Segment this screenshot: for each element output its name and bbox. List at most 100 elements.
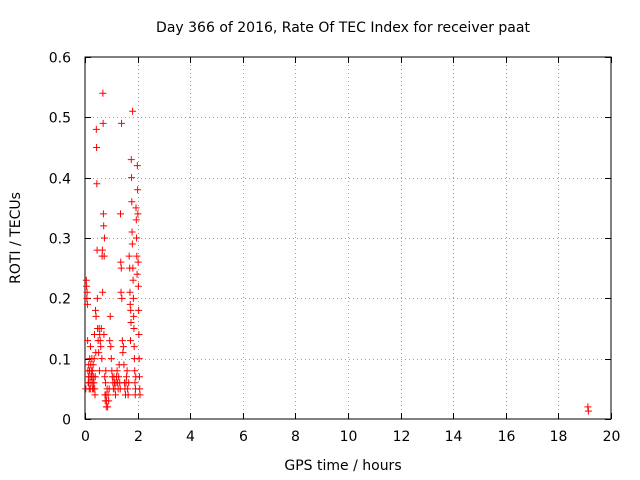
data-point: [128, 198, 136, 206]
data-point: [98, 246, 106, 254]
y-tick-label: 0.5: [49, 111, 71, 127]
data-point: [119, 349, 127, 357]
data-point: [87, 343, 95, 351]
chart-title: Day 366 of 2016, Rate Of TEC Index for r…: [156, 20, 530, 36]
y-tick-label: 0: [62, 413, 71, 429]
data-point: [99, 89, 107, 97]
data-point: [99, 119, 107, 127]
data-point: [100, 331, 108, 339]
data-point: [91, 385, 99, 393]
axis-ticks: [85, 57, 612, 420]
data-point: [130, 343, 138, 351]
y-tick-label: 0.3: [49, 232, 71, 248]
data-point: [106, 337, 114, 345]
data-point: [107, 343, 115, 351]
data-point: [89, 367, 97, 375]
data-point: [133, 162, 141, 170]
x-tick-label: 20: [603, 429, 621, 445]
data-point: [97, 343, 105, 351]
data-point: [117, 288, 125, 296]
x-tick-label: 2: [134, 429, 143, 445]
data-points: [82, 89, 592, 415]
data-point: [99, 210, 107, 218]
data-point: [83, 300, 91, 308]
x-tick-label: 6: [239, 429, 248, 445]
data-point: [98, 355, 106, 363]
x-tick-labels: 0 2 4 6 8 10 12 14 16 18 20: [81, 429, 620, 445]
data-point: [83, 282, 91, 290]
data-point: [128, 228, 136, 236]
data-point: [84, 337, 92, 345]
data-point: [132, 216, 140, 224]
data-point: [123, 367, 131, 375]
data-point: [100, 234, 108, 242]
data-point: [112, 391, 120, 399]
data-point: [126, 337, 134, 345]
data-point: [105, 397, 113, 405]
data-point: [130, 325, 138, 332]
data-point: [100, 222, 108, 230]
data-point: [129, 294, 137, 302]
data-point: [91, 373, 99, 381]
data-point: [93, 144, 101, 151]
data-point: [97, 325, 105, 332]
y-tick-label: 0.2: [49, 292, 71, 308]
data-point: [123, 373, 131, 381]
data-point: [107, 355, 115, 363]
grid-lines: [85, 57, 611, 419]
data-point: [118, 294, 126, 302]
data-point: [104, 391, 112, 399]
data-point: [126, 300, 134, 308]
data-point: [93, 294, 101, 302]
data-point: [82, 276, 90, 284]
data-point: [117, 264, 125, 272]
data-point: [132, 204, 140, 212]
data-point: [125, 252, 133, 260]
y-tick-label: 0.6: [49, 51, 71, 67]
data-point: [134, 258, 142, 266]
x-tick-label: 0: [81, 429, 90, 445]
data-point: [113, 367, 121, 375]
data-point: [133, 252, 141, 260]
data-point: [115, 373, 123, 381]
data-point: [129, 264, 137, 272]
data-point: [92, 312, 100, 320]
data-point: [133, 270, 141, 278]
data-point: [117, 258, 125, 266]
x-tick-label: 4: [186, 429, 195, 445]
data-point: [92, 125, 100, 133]
data-point: [131, 367, 139, 375]
x-tick-label: 16: [498, 429, 516, 445]
data-point: [90, 379, 98, 387]
data-point: [584, 407, 592, 415]
data-point: [102, 367, 110, 375]
data-point: [124, 391, 132, 399]
data-point: [100, 252, 108, 260]
data-point: [83, 294, 91, 302]
data-point: [93, 180, 101, 188]
data-point: [584, 403, 592, 411]
data-point: [119, 343, 127, 351]
data-point: [127, 306, 135, 314]
data-point: [131, 379, 139, 387]
x-tick-label: 10: [340, 429, 358, 445]
data-point: [134, 282, 142, 290]
data-point: [102, 379, 110, 387]
data-point: [118, 119, 126, 127]
data-point: [90, 355, 98, 363]
x-tick-label: 18: [550, 429, 568, 445]
data-point: [136, 385, 144, 393]
data-point: [99, 288, 107, 296]
data-point: [124, 385, 132, 393]
data-point: [128, 240, 136, 248]
data-point: [130, 312, 138, 320]
data-point: [133, 234, 141, 242]
data-point: [117, 210, 125, 218]
data-point: [106, 312, 114, 320]
data-point: [118, 337, 126, 345]
data-point: [89, 361, 97, 369]
y-tick-labels: 0 0.1 0.2 0.3 0.4 0.5 0.6: [49, 51, 71, 429]
data-point: [136, 391, 144, 399]
data-point: [95, 367, 103, 375]
